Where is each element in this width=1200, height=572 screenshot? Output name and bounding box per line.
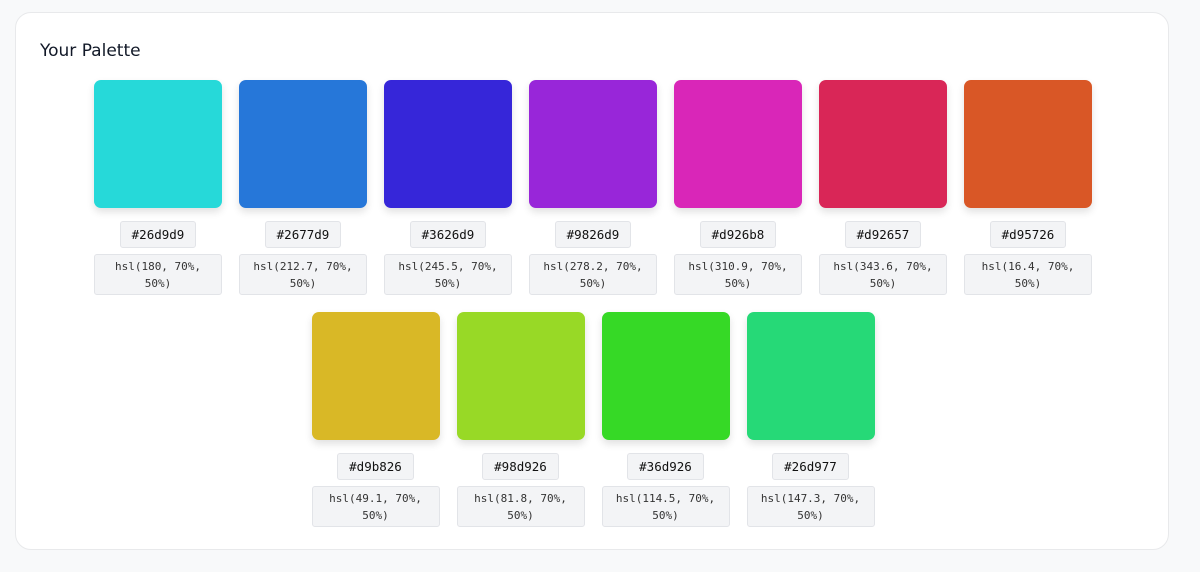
hex-code-chip[interactable]: #36d926 xyxy=(627,453,704,480)
hsl-code-chip[interactable]: hsl(278.2, 70%, 50%) xyxy=(529,254,657,295)
color-item: #d9b826 hsl(49.1, 70%, 50%) xyxy=(311,312,440,527)
color-swatch[interactable] xyxy=(601,312,730,440)
hex-code-chip[interactable]: #d926b8 xyxy=(699,221,777,248)
color-item: #d92657 hsl(343.6, 70%, 50%) xyxy=(819,80,947,295)
color-swatch[interactable] xyxy=(239,80,367,208)
hsl-code-chip[interactable]: hsl(212.7, 70%, 50%) xyxy=(239,254,367,295)
color-item: #3626d9 hsl(245.5, 70%, 50%) xyxy=(384,80,512,295)
hex-code-chip[interactable]: #98d926 xyxy=(482,453,559,480)
hex-code-chip[interactable]: #d92657 xyxy=(844,221,922,248)
color-swatch[interactable] xyxy=(384,80,512,208)
color-item: #98d926 hsl(81.8, 70%, 50%) xyxy=(456,312,585,527)
color-item: #2677d9 hsl(212.7, 70%, 50%) xyxy=(239,80,367,295)
hsl-code-chip[interactable]: hsl(81.8, 70%, 50%) xyxy=(456,486,585,527)
color-item: #9826d9 hsl(278.2, 70%, 50%) xyxy=(529,80,657,295)
hsl-code-chip[interactable]: hsl(343.6, 70%, 50%) xyxy=(819,254,947,295)
hex-code-chip[interactable]: #26d977 xyxy=(772,453,849,480)
color-item: #d926b8 hsl(310.9, 70%, 50%) xyxy=(674,80,802,295)
color-swatch[interactable] xyxy=(819,80,947,208)
color-swatch[interactable] xyxy=(674,80,802,208)
hex-code-chip[interactable]: #9826d9 xyxy=(554,221,632,248)
hsl-code-chip[interactable]: hsl(49.1, 70%, 50%) xyxy=(311,486,440,527)
hex-code-chip[interactable]: #d9b826 xyxy=(337,453,414,480)
hex-code-chip[interactable]: #2677d9 xyxy=(264,221,342,248)
color-swatch[interactable] xyxy=(456,312,585,440)
hsl-code-chip[interactable]: hsl(147.3, 70%, 50%) xyxy=(746,486,875,527)
color-item: #26d9d9 hsl(180, 70%, 50%) xyxy=(94,80,222,295)
hsl-code-chip[interactable]: hsl(310.9, 70%, 50%) xyxy=(674,254,802,295)
color-swatch[interactable] xyxy=(746,312,875,440)
color-item: #36d926 hsl(114.5, 70%, 50%) xyxy=(601,312,730,527)
color-swatch[interactable] xyxy=(529,80,657,208)
hsl-code-chip[interactable]: hsl(114.5, 70%, 50%) xyxy=(601,486,730,527)
color-item: #d95726 hsl(16.4, 70%, 50%) xyxy=(964,80,1092,295)
hex-code-chip[interactable]: #3626d9 xyxy=(409,221,487,248)
color-swatch[interactable] xyxy=(964,80,1092,208)
swatch-grid: #26d9d9 hsl(180, 70%, 50%) #2677d9 hsl(212.… xyxy=(40,80,1146,527)
palette-card: Your Palette #26d9d9 hsl(180, 70%, 50%) #2… xyxy=(15,12,1169,550)
hex-code-chip[interactable]: #26d9d9 xyxy=(119,221,197,248)
color-swatch[interactable] xyxy=(311,312,440,440)
hex-code-chip[interactable]: #d95726 xyxy=(989,221,1067,248)
color-item: #26d977 hsl(147.3, 70%, 50%) xyxy=(746,312,875,527)
hsl-code-chip[interactable]: hsl(180, 70%, 50%) xyxy=(94,254,222,295)
hsl-code-chip[interactable]: hsl(16.4, 70%, 50%) xyxy=(964,254,1092,295)
palette-title: Your Palette xyxy=(40,41,141,61)
hsl-code-chip[interactable]: hsl(245.5, 70%, 50%) xyxy=(384,254,512,295)
color-swatch[interactable] xyxy=(94,80,222,208)
